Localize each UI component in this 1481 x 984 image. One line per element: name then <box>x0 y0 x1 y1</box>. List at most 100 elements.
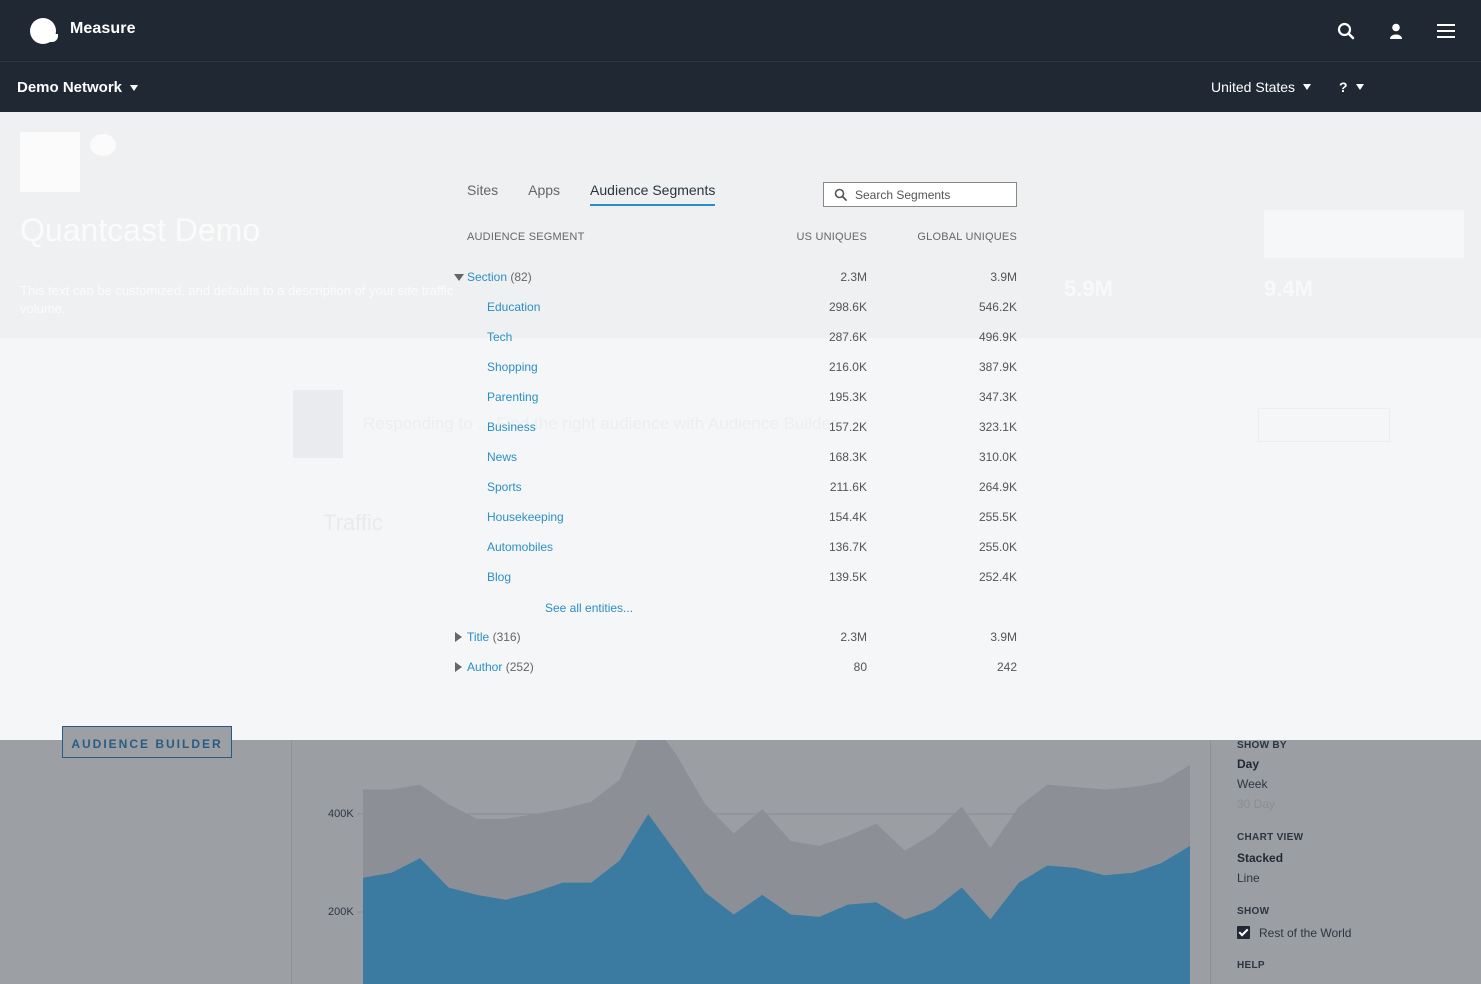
audience-toggle[interactable] <box>1264 210 1464 258</box>
us-uniques-value: 168.3K <box>828 450 867 464</box>
us-uniques-value: 287.6K <box>828 330 867 344</box>
segment-row[interactable]: Education 298.6K 546.2K <box>440 292 1040 322</box>
segment-row[interactable]: Blog 139.5K 252.4K <box>440 562 1040 592</box>
segment-row[interactable]: Housekeeping 154.4K 255.5K <box>440 502 1040 532</box>
chart-view-stacked[interactable]: Stacked <box>1237 851 1284 865</box>
stat-global-uniques: 9.4M <box>1264 276 1313 301</box>
expand-triangle-icon[interactable] <box>455 632 462 642</box>
column-header-us-uniques: US UNIQUES <box>796 231 867 243</box>
segment-row[interactable]: Shopping 216.0K 387.9K <box>440 352 1040 382</box>
traffic-chart: 400K 200K <box>292 716 1210 984</box>
segment-row[interactable]: Automobiles 136.7K 255.0K <box>440 532 1040 562</box>
traffic-heading: Traffic <box>323 510 383 535</box>
help-label: ? <box>1339 79 1348 95</box>
us-uniques-value: 139.5K <box>828 570 867 584</box>
tab-audience-segments[interactable]: Audience Segments <box>590 182 716 206</box>
us-uniques-value: 80 <box>853 660 867 674</box>
site-thumbnail <box>20 132 80 192</box>
popover-tabs: Sites Apps Audience Segments <box>467 182 716 206</box>
banner-icon <box>293 390 343 458</box>
chevron-down-icon <box>1303 84 1312 90</box>
segment-name[interactable]: Business <box>487 420 536 434</box>
segment-group-name[interactable]: Section (82) <box>467 270 532 284</box>
chevron-down-icon <box>130 84 139 91</box>
segment-name[interactable]: Blog <box>487 570 512 584</box>
search-segments-input[interactable]: Search Segments <box>823 182 1017 207</box>
segment-name[interactable]: Parenting <box>487 390 539 404</box>
segment-name[interactable]: Housekeeping <box>487 510 564 524</box>
segment-name[interactable]: Tech <box>487 330 513 344</box>
audience-segments-popover: Sites Apps Audience Segments Search Segm… <box>440 112 1040 740</box>
app-brand[interactable]: Measure <box>70 20 136 37</box>
show-by-day[interactable]: Day <box>1237 757 1260 771</box>
tab-apps[interactable]: Apps <box>528 182 561 198</box>
segment-group-row[interactable]: Section (82) 2.3M 3.9M <box>440 262 1040 292</box>
quantified-badge-icon <box>90 134 116 156</box>
help-dropdown[interactable]: ? <box>1339 79 1364 95</box>
global-uniques-value: 264.9K <box>978 480 1017 494</box>
segment-name[interactable]: Sports <box>487 480 522 494</box>
see-all-entities-link[interactable]: See all entities... <box>545 601 634 615</box>
expand-triangle-icon[interactable] <box>455 662 462 672</box>
column-header-global-uniques: GLOBAL UNIQUES <box>917 231 1017 243</box>
us-uniques-value: 216.0K <box>828 360 867 374</box>
segment-group-row[interactable]: Title (316) 2.3M 3.9M <box>440 622 1040 652</box>
us-uniques-value: 2.3M <box>840 630 867 644</box>
segment-name[interactable]: Education <box>487 300 541 314</box>
rest-of-world-label[interactable]: Rest of the World <box>1259 926 1352 940</box>
segment-group-name[interactable]: Author (252) <box>467 660 534 674</box>
show-label: SHOW <box>1237 906 1270 917</box>
stat-us-uniques: 5.9M <box>1064 276 1113 301</box>
promo-banner: Responding to ... Find the right audienc… <box>363 414 837 433</box>
profile-description: This text can be customized, and default… <box>20 283 454 316</box>
segment-group-row[interactable]: Author (252) 80 242 <box>440 652 1040 682</box>
help-section-label: HELP <box>1237 960 1265 971</box>
us-uniques-value: 154.4K <box>828 510 867 524</box>
header-icons <box>1335 20 1457 42</box>
network-dropdown[interactable]: Demo Network <box>17 79 139 96</box>
country-dropdown[interactable]: United States <box>1211 79 1312 95</box>
us-uniques-value: 157.2K <box>828 420 867 434</box>
segment-row[interactable]: News 168.3K 310.0K <box>440 442 1040 472</box>
global-uniques-value: 310.0K <box>978 450 1017 464</box>
page-background: Quantcast Demo This text can be customiz… <box>0 112 1481 740</box>
us-uniques-value: 2.3M <box>840 270 867 284</box>
profile-hero: Quantcast Demo This text can be customiz… <box>0 112 1481 338</box>
y-tick-label: 400K <box>328 808 354 820</box>
segment-row[interactable]: Sports 211.6K 264.9K <box>440 472 1040 502</box>
show-by-30-day: 30 Day <box>1237 797 1276 811</box>
series-area-us <box>363 814 1190 984</box>
menu-icon[interactable] <box>1435 20 1457 42</box>
series-area-rest-of-world <box>363 716 1190 920</box>
global-uniques-value: 496.9K <box>978 330 1017 344</box>
segment-name[interactable]: News <box>487 450 518 464</box>
measure-logo-icon[interactable] <box>30 18 60 44</box>
segment-row[interactable]: Tech 287.6K 496.9K <box>440 322 1040 352</box>
show-by-week[interactable]: Week <box>1237 777 1268 791</box>
search-icon <box>834 188 847 201</box>
top-navigation-bar: Measure <box>0 0 1481 62</box>
tab-sites[interactable]: Sites <box>467 182 499 198</box>
chart-options-panel: SHOW BY Day Week 30 Day CHART VIEW Stack… <box>1210 740 1410 984</box>
audience-builder-button[interactable]: AUDIENCE BUILDER <box>62 726 232 758</box>
segment-name[interactable]: Automobiles <box>487 540 554 554</box>
global-uniques-value: 347.3K <box>978 390 1017 404</box>
segment-row[interactable]: Parenting 195.3K 347.3K <box>440 382 1040 412</box>
segment-group-name[interactable]: Title (316) <box>467 630 521 644</box>
global-uniques-value: 387.9K <box>978 360 1017 374</box>
user-icon[interactable] <box>1385 20 1407 42</box>
search-placeholder: Search Segments <box>855 187 951 202</box>
global-uniques-value: 255.5K <box>978 510 1017 524</box>
banner-button[interactable] <box>1258 408 1390 442</box>
chevron-down-icon <box>1355 84 1364 90</box>
global-uniques-value: 252.4K <box>978 570 1017 584</box>
rest-of-world-checkbox[interactable] <box>1237 926 1250 939</box>
traffic-area-chart <box>357 716 1190 984</box>
segment-row[interactable]: Business 157.2K 323.1K <box>440 412 1040 442</box>
chart-view-line[interactable]: Line <box>1237 871 1260 885</box>
segment-name[interactable]: Shopping <box>487 360 538 374</box>
search-icon[interactable] <box>1335 20 1357 42</box>
global-uniques-value: 3.9M <box>990 630 1017 644</box>
dimmed-dashboard: AUDIENCE BUILDER 400K 200K SHOW BY Day W… <box>0 716 1481 984</box>
collapse-triangle-icon[interactable] <box>454 274 464 281</box>
